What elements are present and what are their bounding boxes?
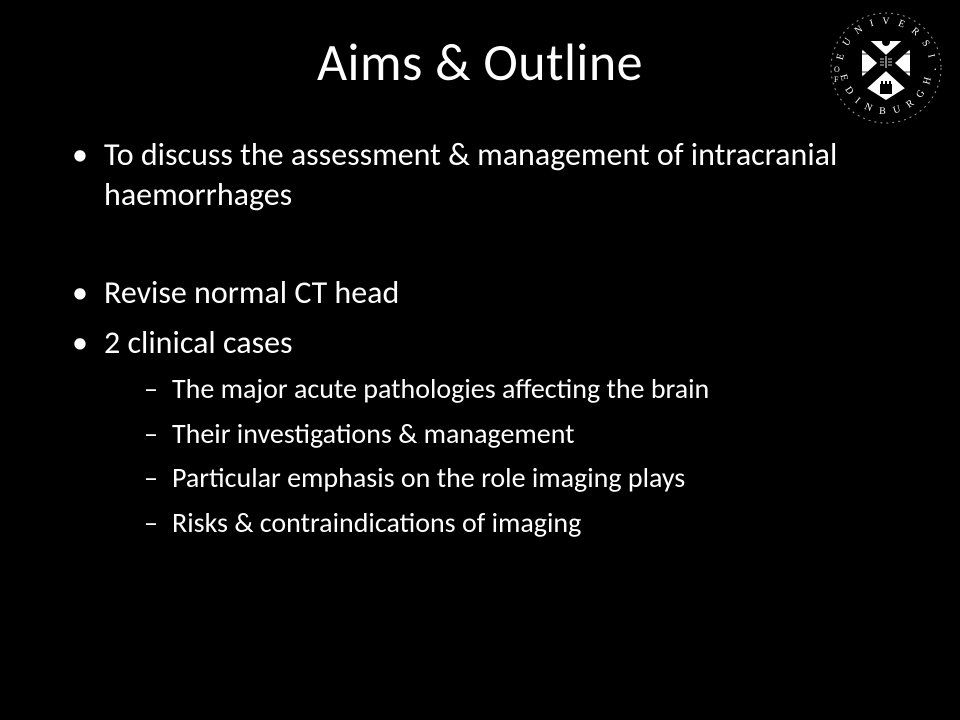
sub-bullet-text: Risks & contraindications of imaging	[172, 505, 581, 540]
sub-bullet-text: Their investigations & management	[172, 416, 575, 451]
sub-bullet-text: The major acute pathologies affecting th…	[172, 371, 709, 406]
university-crest-logo: T H E U N I V E R S I T Y E D I N B U R …	[826, 8, 946, 128]
bullet-item: To discuss the assessment & management o…	[70, 135, 890, 215]
slide: Aims & Outline T H E U N I V E R S I T Y…	[0, 0, 960, 720]
sub-bullet-item: Particular emphasis on the role imaging …	[144, 458, 890, 499]
bullet-text: To discuss the assessment & management o…	[104, 135, 837, 214]
sub-bullet-item: Their investigations & management	[144, 414, 890, 455]
sub-bullet-item: The major acute pathologies affecting th…	[144, 369, 890, 410]
logo-side-left: O	[834, 65, 840, 74]
spacer	[70, 225, 890, 273]
slide-title: Aims & Outline	[0, 30, 960, 94]
slide-body: To discuss the assessment & management o…	[70, 135, 890, 553]
sub-bullet-text: Particular emphasis on the role imaging …	[172, 460, 685, 495]
bullet-text: 2 clinical cases	[104, 323, 293, 362]
svg-text:·: ·	[934, 62, 937, 75]
svg-text:F: F	[834, 75, 839, 84]
bullet-item: Revise normal CT head	[70, 273, 890, 313]
crest-shield-icon	[862, 38, 910, 100]
bullet-item: 2 clinical cases The major acute patholo…	[70, 323, 890, 543]
bullet-text: Revise normal CT head	[104, 273, 399, 312]
sub-bullet-item: Risks & contraindications of imaging	[144, 503, 890, 544]
